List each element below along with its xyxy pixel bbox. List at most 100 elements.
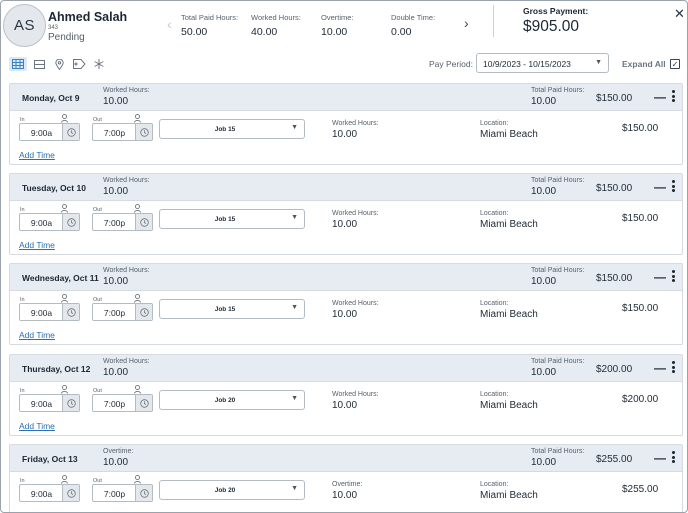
add-time-link[interactable]: Add Time: [19, 150, 55, 160]
time-out-input[interactable]: 7:00p: [92, 394, 153, 412]
entry-hours: Worked Hours: 10.00: [332, 120, 379, 140]
day-title: Tuesday, Oct 10: [22, 183, 86, 193]
tag-icon[interactable]: [70, 57, 88, 71]
entry-hours-value: 10.00: [332, 309, 358, 320]
time-out-value: 7:00p: [103, 218, 126, 228]
day-total-paid-label: Total Paid Hours:: [531, 87, 585, 94]
previous-employee-icon[interactable]: ‹: [167, 16, 172, 32]
more-options-icon[interactable]: [669, 361, 677, 375]
add-time-link[interactable]: Add Time: [19, 421, 55, 431]
out-label: Out: [93, 117, 102, 123]
job-value: Job 20: [214, 397, 236, 404]
job-select[interactable]: Job 20 ▼: [159, 390, 305, 410]
add-time-link[interactable]: Add Time: [19, 511, 55, 512]
entry-hours: Worked Hours: 10.00: [332, 210, 379, 230]
day-total-paid-value: 10.00: [531, 367, 557, 378]
person-icon: [134, 204, 141, 213]
snowflake-icon[interactable]: [90, 57, 108, 71]
out-label: Out: [93, 478, 102, 484]
time-in-value: 9:00a: [30, 308, 53, 318]
clock-icon[interactable]: [135, 124, 152, 140]
stat-double-time: Double Time: 0.00: [391, 13, 435, 38]
day-total-paid-label: Total Paid Hours:: [531, 177, 585, 184]
out-label: Out: [93, 207, 102, 213]
job-select[interactable]: Job 20 ▼: [159, 480, 305, 500]
entry-hours: Worked Hours: 10.00: [332, 391, 379, 411]
time-out-input[interactable]: 7:00p: [92, 213, 153, 231]
time-in-input[interactable]: 9:00a: [19, 303, 80, 321]
entry-hours-label: Worked Hours:: [332, 300, 379, 307]
job-select[interactable]: Job 15 ▼: [159, 119, 305, 139]
time-out-input[interactable]: 7:00p: [92, 123, 153, 141]
day-hours-label: Worked Hours:: [103, 267, 150, 274]
add-time-link[interactable]: Add Time: [19, 330, 55, 340]
collapse-icon[interactable]: —: [654, 90, 666, 104]
expand-all-checkbox[interactable]: ✓: [670, 59, 680, 69]
list-view-icon[interactable]: [30, 57, 48, 71]
time-in-input[interactable]: 9:00a: [19, 123, 80, 141]
clock-icon[interactable]: [135, 395, 152, 411]
day-hours-label: Worked Hours:: [103, 358, 150, 365]
day-pay: $150.00: [596, 273, 633, 284]
day-total-paid: Total Paid Hours: 10.00: [531, 267, 584, 287]
time-out-value: 7:00p: [103, 399, 126, 409]
clock-icon[interactable]: [135, 214, 152, 230]
clock-icon[interactable]: [62, 124, 79, 140]
day-header: Thursday, Oct 12 Worked Hours: 10.00 Tot…: [10, 355, 682, 382]
employee-status: Pending: [48, 32, 85, 43]
time-in-input[interactable]: 9:00a: [19, 394, 80, 412]
chevron-down-icon: ▼: [291, 124, 298, 131]
collapse-icon[interactable]: —: [654, 451, 666, 465]
entry-location: Location: Miami Beach: [480, 300, 538, 320]
chevron-down-icon: ▼: [291, 214, 298, 221]
stat-worked-hours: Worked Hours: 40.00: [251, 13, 301, 38]
in-label: In: [20, 207, 25, 213]
pay-period-value: 10/9/2023 - 10/15/2023: [483, 59, 571, 69]
expand-all-label[interactable]: Expand All: [622, 59, 666, 69]
collapse-icon[interactable]: —: [654, 180, 666, 194]
clock-icon[interactable]: [62, 304, 79, 320]
clock-icon[interactable]: [62, 395, 79, 411]
person-icon: [61, 114, 68, 123]
pay-period-select[interactable]: 10/9/2023 - 10/15/2023 ▼: [476, 53, 609, 73]
time-out-input[interactable]: 7:00p: [92, 303, 153, 321]
chevron-down-icon: ▼: [291, 485, 298, 492]
clock-icon[interactable]: [62, 214, 79, 230]
time-out-input[interactable]: 7:00p: [92, 484, 153, 502]
day-header: Friday, Oct 13 Overtime: 10.00 Total Pai…: [10, 445, 682, 472]
day-hours-value: 10.00: [103, 96, 129, 107]
next-employee-icon[interactable]: ›: [464, 15, 469, 31]
time-out-value: 7:00p: [103, 308, 126, 318]
time-in-input[interactable]: 9:00a: [19, 213, 80, 231]
day-total-paid-value: 10.00: [531, 96, 557, 107]
more-options-icon[interactable]: [669, 90, 677, 104]
more-options-icon[interactable]: [669, 270, 677, 284]
collapse-icon[interactable]: —: [654, 361, 666, 375]
entry-location: Location: Miami Beach: [480, 481, 538, 501]
day-title: Thursday, Oct 12: [22, 364, 91, 374]
job-select[interactable]: Job 15 ▼: [159, 209, 305, 229]
clock-icon[interactable]: [135, 485, 152, 501]
close-icon[interactable]: ✕: [674, 6, 685, 21]
out-label: Out: [93, 388, 102, 394]
calendar-grid-icon[interactable]: [9, 57, 27, 71]
person-icon: [134, 294, 141, 303]
collapse-icon[interactable]: —: [654, 270, 666, 284]
entry-hours-label: Worked Hours:: [332, 391, 379, 398]
day-total-paid-label: Total Paid Hours:: [531, 267, 585, 274]
more-options-icon[interactable]: [669, 451, 677, 465]
location-pin-icon[interactable]: [50, 57, 68, 71]
day-title: Friday, Oct 13: [22, 454, 78, 464]
job-select[interactable]: Job 15 ▼: [159, 299, 305, 319]
more-options-icon[interactable]: [669, 180, 677, 194]
out-label: Out: [93, 297, 102, 303]
clock-icon[interactable]: [62, 485, 79, 501]
time-in-input[interactable]: 9:00a: [19, 484, 80, 502]
person-icon: [61, 294, 68, 303]
stat-value: 10.00: [321, 26, 348, 38]
add-time-link[interactable]: Add Time: [19, 240, 55, 250]
day-total-paid-value: 10.00: [531, 276, 557, 287]
clock-icon[interactable]: [135, 304, 152, 320]
day-total-paid-value: 10.00: [531, 186, 557, 197]
location-value: Miami Beach: [480, 129, 538, 140]
